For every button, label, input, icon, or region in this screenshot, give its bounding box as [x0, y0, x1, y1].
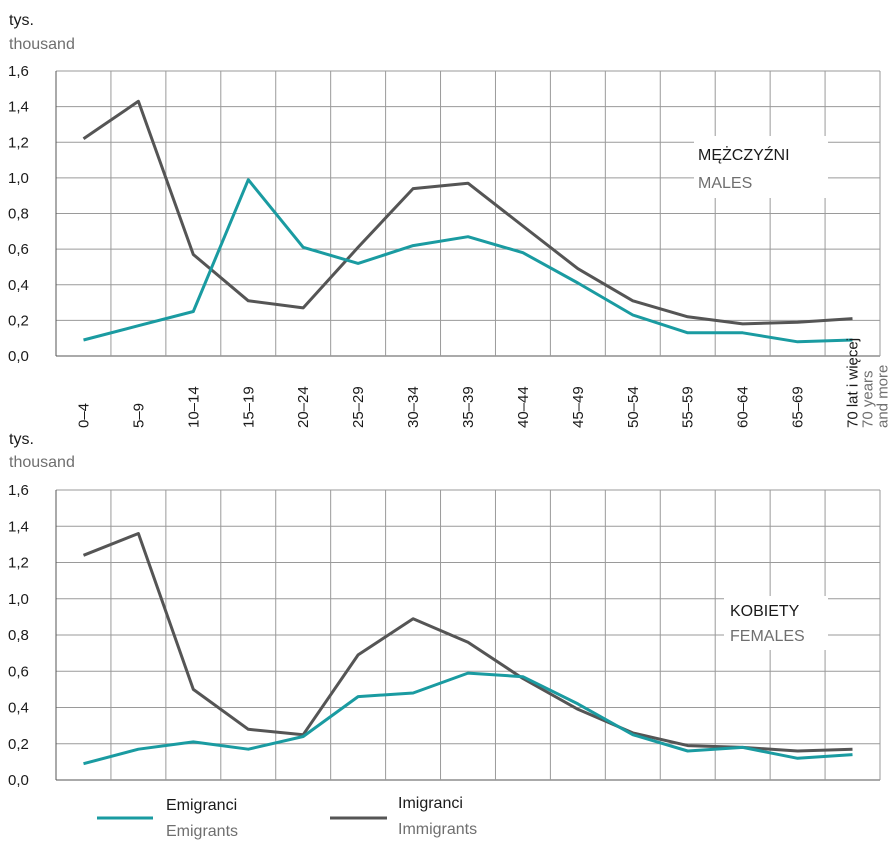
legend-immigrants-label: Imigranci: [398, 795, 463, 812]
top-chart-subtitle: MALES: [698, 175, 752, 192]
category-label: 70 lat i więcej: [845, 338, 862, 428]
bottom-unit-label: tys.: [9, 431, 34, 448]
bottom-y-tick-labels: 0,0 0,2 0,4 0,6 0,8 1,0 1,2 1,4 1,6: [8, 482, 29, 789]
category-label: 60–64: [735, 386, 752, 428]
y-tick-label: 0,0: [8, 348, 29, 365]
bottom-series: [82, 532, 853, 766]
category-label: 40–44: [515, 386, 532, 428]
bottom-grid: [55, 489, 881, 781]
y-tick-label: 1,2: [8, 134, 29, 151]
category-label: 30–34: [405, 386, 422, 428]
category-label: 20–24: [295, 386, 312, 428]
y-tick-label: 0,8: [8, 627, 29, 644]
bottom-title-box: [724, 596, 828, 650]
top-unit-label-en: thousand: [9, 36, 75, 53]
category-label: 25–29: [350, 386, 367, 428]
legend: Emigranci Emigrants Imigranci Immigrants: [97, 795, 477, 840]
y-tick-label: 0,6: [8, 663, 29, 680]
emigrants-series-line: [83, 671, 853, 766]
category-label-en: 70 years: [860, 370, 877, 428]
y-tick-label: 0,4: [8, 277, 29, 294]
category-label: 10–14: [185, 386, 202, 428]
immigrants-series-line: [82, 99, 853, 326]
y-tick-label: 0,8: [8, 206, 29, 223]
males-chart: tys. thousand 0,0 0,2 0,4 0,6 0,8 1,0 1,2 1,4 1,…: [8, 12, 881, 365]
females-chart: tys. thousand 0,0 0,2 0,4 0,6 0,8 1,0 1,2 1,4 1,…: [8, 431, 881, 789]
bottom-chart-subtitle: FEMALES: [730, 628, 805, 645]
category-labels: 0–4 5–9 10–14 15–19 20–24 25–29 30–34 35–39 40–4…: [75, 338, 891, 428]
top-title-box: [694, 136, 828, 198]
category-label: 0–4: [75, 403, 92, 428]
y-tick-label: 1,6: [8, 63, 29, 80]
bottom-chart-title: KOBIETY: [730, 603, 800, 620]
immigrants-series-line: [82, 532, 853, 753]
y-tick-label: 1,0: [8, 170, 29, 187]
y-tick-label: 1,4: [8, 99, 29, 116]
top-chart-title: MĘŻCZYŹNI: [698, 145, 790, 164]
category-label: 45–49: [570, 386, 587, 428]
legend-immigrants-label-en: Immigrants: [398, 821, 477, 838]
category-label: 55–59: [680, 386, 697, 428]
legend-emigrants-label: Emigranci: [166, 797, 237, 814]
y-tick-label: 1,4: [8, 518, 29, 535]
top-series: [82, 99, 853, 344]
category-label: 50–54: [625, 386, 642, 428]
y-tick-label: 0,2: [8, 312, 29, 329]
y-tick-label: 1,2: [8, 555, 29, 572]
emigrants-series-line: [83, 178, 853, 344]
category-label: 35–39: [460, 386, 477, 428]
category-label: 15–19: [240, 386, 257, 428]
y-tick-label: 1,0: [8, 591, 29, 608]
y-tick-label: 0,2: [8, 736, 29, 753]
category-label: 5–9: [130, 403, 147, 428]
category-label: 65–69: [790, 386, 807, 428]
legend-emigrants-label-en: Emigrants: [166, 823, 238, 840]
bottom-unit-label-en: thousand: [9, 454, 75, 471]
top-unit-label: tys.: [9, 12, 34, 29]
y-tick-label: 1,6: [8, 482, 29, 499]
y-tick-label: 0,6: [8, 241, 29, 258]
top-y-tick-labels: 0,0 0,2 0,4 0,6 0,8 1,0 1,2 1,4 1,6: [8, 63, 29, 365]
category-label-en: and more: [875, 365, 892, 428]
y-tick-label: 0,4: [8, 700, 29, 717]
y-tick-label: 0,0: [8, 772, 29, 789]
